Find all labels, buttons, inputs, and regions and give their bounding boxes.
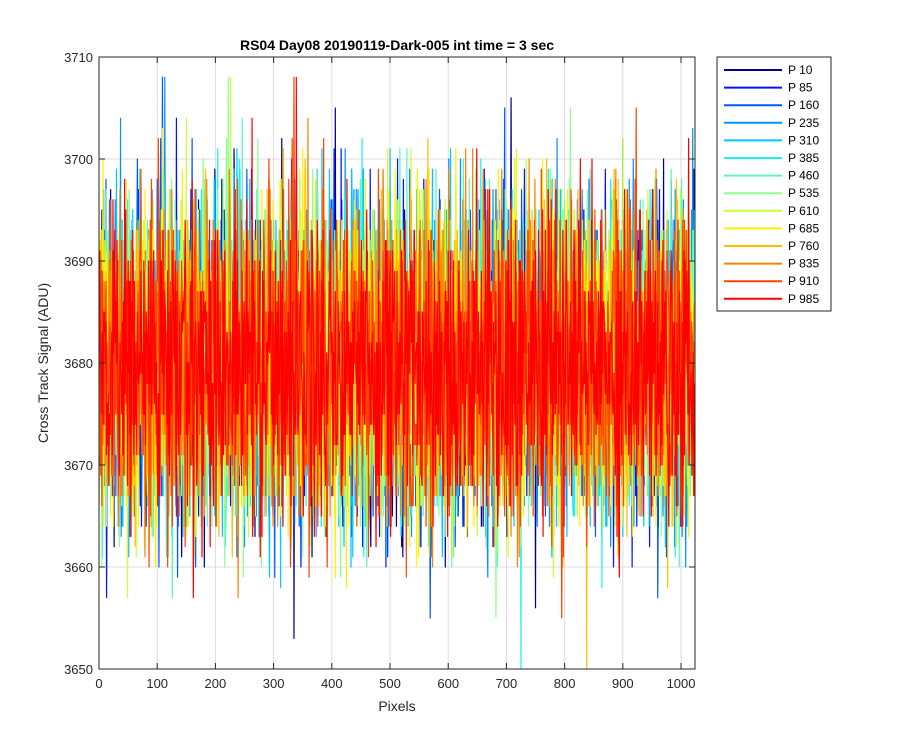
legend-label: P 610 bbox=[788, 204, 819, 218]
y-tick-label: 3710 bbox=[64, 50, 93, 65]
x-tick-label: 600 bbox=[437, 676, 459, 691]
legend-label: P 835 bbox=[788, 257, 819, 271]
legend-label: P 235 bbox=[788, 116, 819, 130]
x-tick-label: 400 bbox=[321, 676, 343, 691]
y-tick-label: 3650 bbox=[64, 662, 93, 677]
legend-label: P 385 bbox=[788, 151, 819, 165]
y-tick-label: 3670 bbox=[64, 458, 93, 473]
x-tick-label: 700 bbox=[496, 676, 518, 691]
y-tick-label: 3680 bbox=[64, 356, 93, 371]
x-tick-label: 200 bbox=[205, 676, 227, 691]
legend-label: P 685 bbox=[788, 221, 819, 235]
legend-box bbox=[716, 56, 832, 312]
legend-label: P 85 bbox=[788, 81, 813, 95]
legend-label: P 310 bbox=[788, 133, 819, 147]
legend-label: P 160 bbox=[788, 98, 819, 112]
series-layer bbox=[99, 76, 695, 669]
legend-label: P 760 bbox=[788, 239, 819, 253]
x-tick-label: 0 bbox=[95, 676, 102, 691]
y-tick-label: 3700 bbox=[64, 152, 93, 167]
x-tick-label: 300 bbox=[263, 676, 285, 691]
y-axis-label: Cross Track Signal (ADU) bbox=[35, 283, 51, 443]
legend-label: P 10 bbox=[788, 63, 813, 77]
x-tick-label: 1000 bbox=[667, 676, 696, 691]
y-tick-label: 3690 bbox=[64, 254, 93, 269]
chart-title: RS04 Day08 20190119-Dark-005 int time = … bbox=[240, 37, 554, 53]
y-tick-label: 3660 bbox=[64, 560, 93, 575]
x-tick-label: 800 bbox=[554, 676, 576, 691]
series-line bbox=[99, 76, 695, 599]
x-tick-label: 100 bbox=[146, 676, 168, 691]
x-axis-label: Pixels bbox=[378, 698, 415, 714]
axis-ticks: 0 100 200 300 400 500 600 700 800 900 1000 3650 3660… bbox=[64, 50, 695, 691]
legend-label: P 910 bbox=[788, 274, 819, 288]
legend: P 10 P 85 P 160 P 235 P 310 P 385 P 460 P 535 P … bbox=[716, 56, 832, 312]
x-tick-label: 500 bbox=[379, 676, 401, 691]
legend-label: P 985 bbox=[788, 292, 819, 306]
x-tick-label: 900 bbox=[612, 676, 634, 691]
legend-label: P 460 bbox=[788, 169, 819, 183]
legend-label: P 535 bbox=[788, 186, 819, 200]
